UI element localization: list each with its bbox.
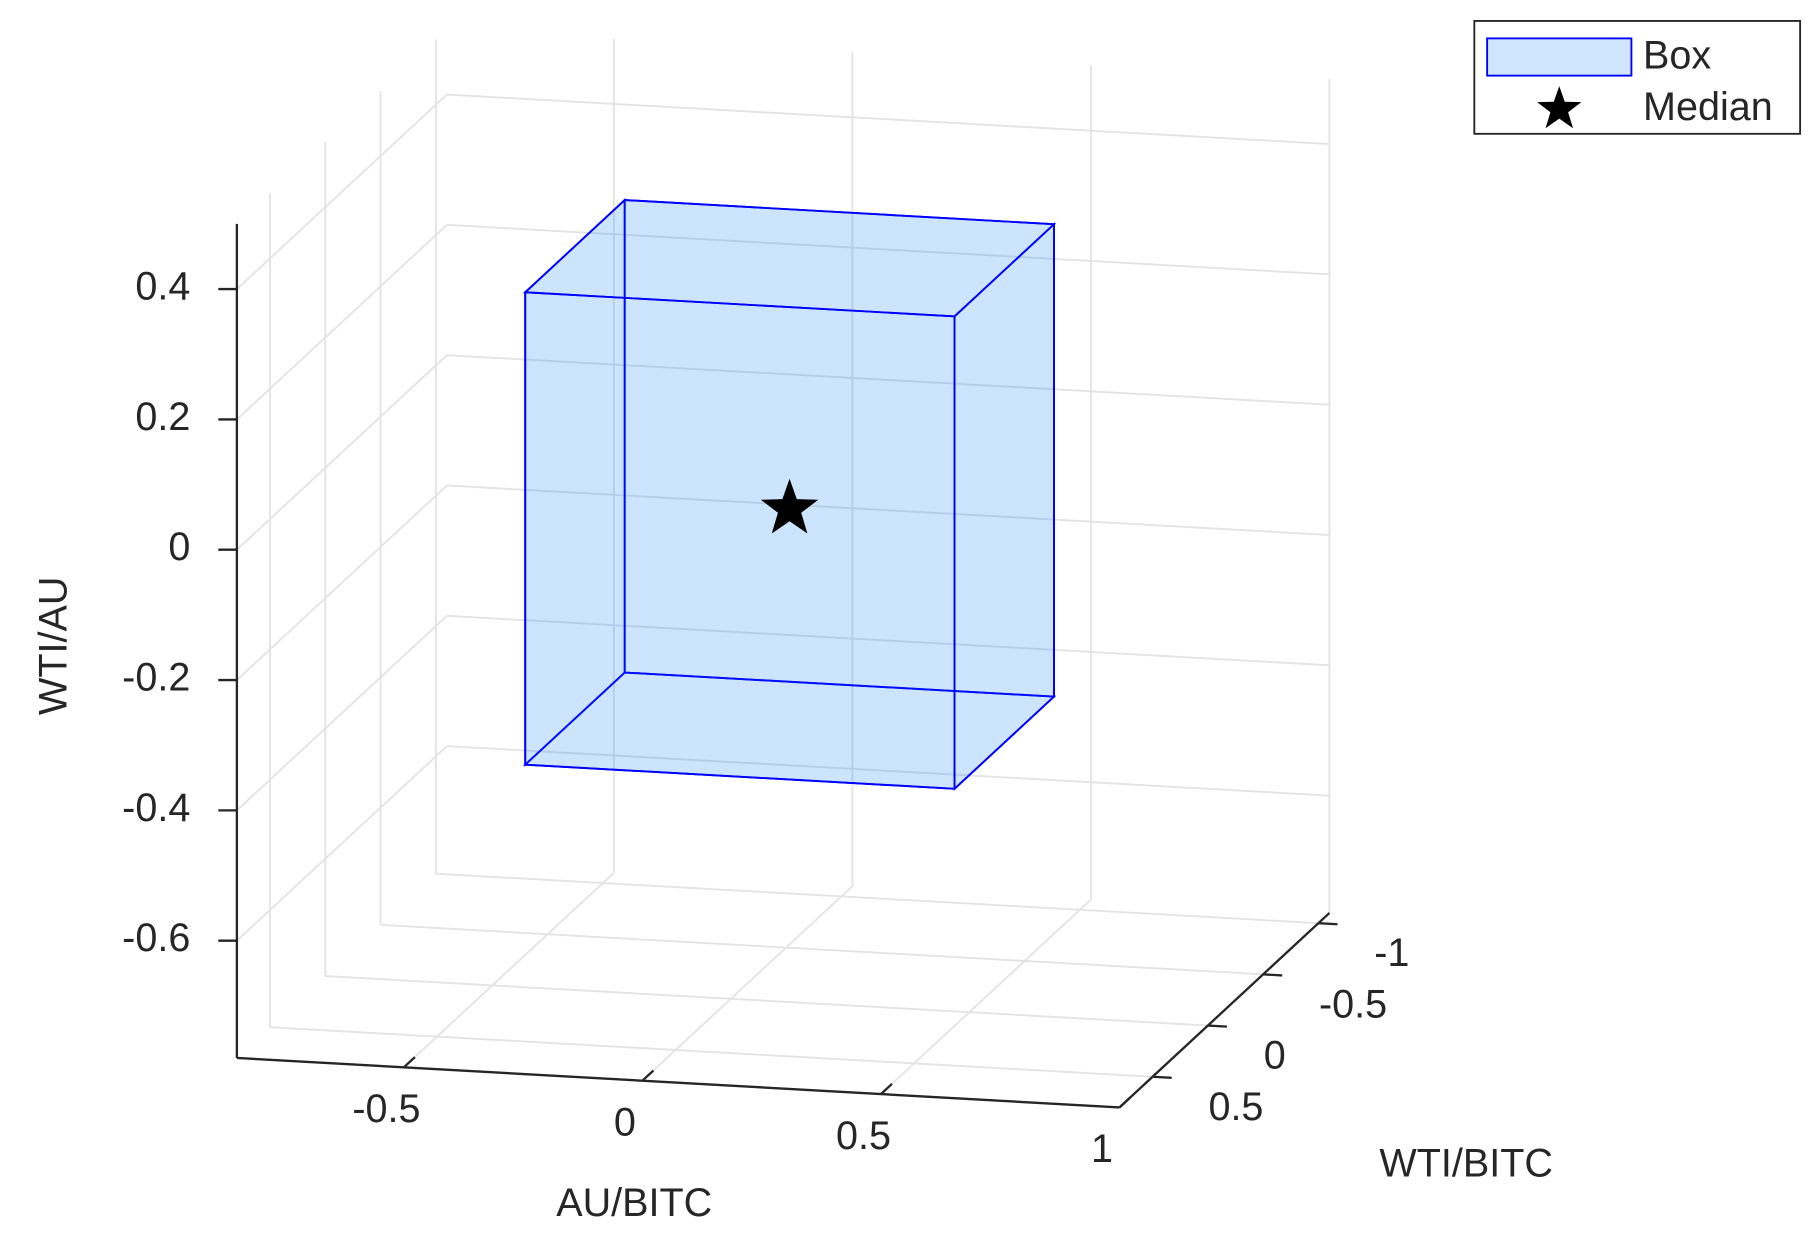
grid-line xyxy=(446,484,1330,536)
legend: Box Median xyxy=(1473,20,1802,135)
y-axis-line xyxy=(1118,912,1331,1109)
box-face xyxy=(524,291,956,790)
legend-label: Median xyxy=(1643,85,1773,129)
grid-line xyxy=(236,354,448,551)
x-tick-label: -0.5 xyxy=(352,1087,420,1131)
grid-line xyxy=(236,224,448,421)
y-tick-label: 0 xyxy=(1264,1034,1286,1078)
x-tick-label: 0 xyxy=(614,1100,636,1144)
x-tick-label: 1 xyxy=(1091,1127,1113,1171)
z-tick-label: -0.4 xyxy=(122,786,190,830)
y-tick-label: 0.5 xyxy=(1208,1085,1263,1129)
x-axis-label: AU/BITC xyxy=(556,1181,712,1225)
median-marker xyxy=(760,478,819,534)
legend-swatch xyxy=(1486,37,1633,77)
x-tick-label: 0.5 xyxy=(836,1114,891,1158)
z-tick-label: 0 xyxy=(168,525,190,569)
grid-line xyxy=(380,923,1264,976)
grid-line xyxy=(641,885,854,1082)
grid-line xyxy=(236,484,448,681)
x-tick xyxy=(641,1069,655,1082)
grid-line xyxy=(446,614,1330,667)
grid-line xyxy=(446,745,1330,797)
axes: -0.5 0 0.5 1-1-0.500.5-0.6-0.4-0.200.20.4 xyxy=(122,223,1409,1171)
x-tick xyxy=(880,1082,893,1095)
z-tick-label: 0.4 xyxy=(135,265,190,309)
grid-line xyxy=(446,93,1330,145)
y-tick xyxy=(1318,921,1338,926)
grid-line xyxy=(236,745,448,942)
y-tick-label: -0.5 xyxy=(1319,982,1387,1026)
y-tick xyxy=(1263,973,1283,977)
grid-line xyxy=(325,975,1208,1027)
y-tick-label: -1 xyxy=(1374,931,1409,975)
grid-line xyxy=(269,1026,1153,1078)
marks xyxy=(522,197,1057,791)
y-tick xyxy=(1207,1024,1228,1028)
grid-line xyxy=(236,93,448,290)
y-tick xyxy=(1152,1075,1172,1079)
grid-line xyxy=(403,872,615,1069)
grid-line xyxy=(446,354,1330,406)
grid-line xyxy=(446,223,1330,276)
x-tick xyxy=(1118,1096,1132,1109)
box-face xyxy=(953,222,1055,791)
z-tick-label: -0.6 xyxy=(122,916,190,960)
x-tick xyxy=(403,1056,416,1069)
x-axis-line xyxy=(236,1056,1120,1109)
legend-frame xyxy=(1473,20,1802,135)
z-tick-label: 0.2 xyxy=(135,395,190,439)
z-axis-label: WTI/AU xyxy=(31,577,75,715)
grid-line xyxy=(880,898,1092,1095)
z-tick-label: -0.2 xyxy=(122,655,190,699)
y-axis-label: WTI/BITC xyxy=(1379,1141,1553,1185)
legend-label: Box xyxy=(1643,34,1711,78)
grid-line xyxy=(236,615,448,812)
grid-line xyxy=(435,872,1319,925)
legend-swatch xyxy=(1537,86,1582,129)
grid xyxy=(236,38,1331,1109)
